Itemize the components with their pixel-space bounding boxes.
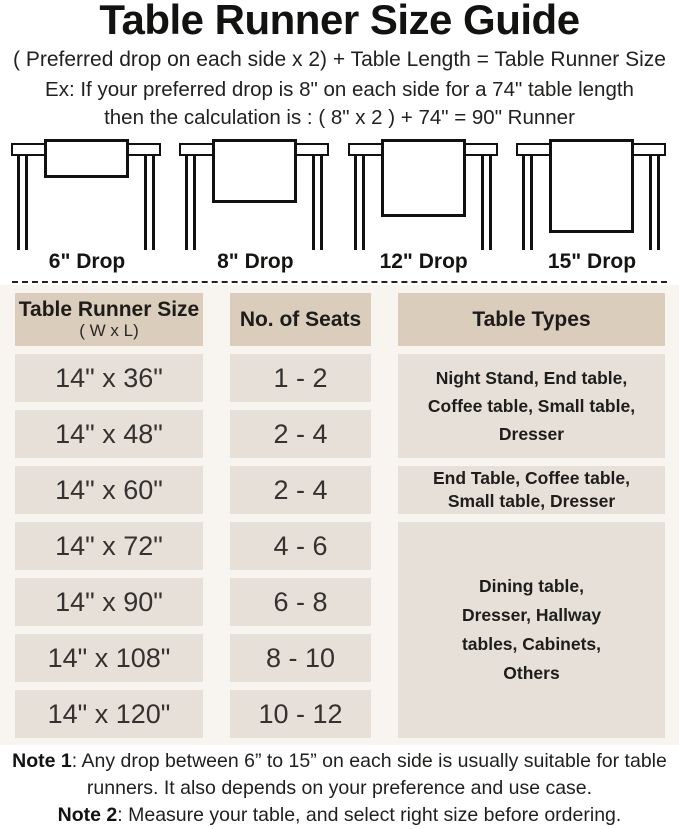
seats-cell: 2 - 4 (230, 466, 371, 514)
drop-label-8: 8" Drop (217, 250, 294, 273)
seats-cell: 2 - 4 (230, 410, 371, 458)
size-cell: 14" x 120" (15, 690, 203, 738)
table-leg (648, 147, 660, 250)
header-runner-size-title: Table Runner Size (18, 298, 200, 321)
example-line-1: Ex: If your preferred drop is 8" on each… (45, 78, 634, 101)
size-cell: 14" x 36" (15, 354, 203, 402)
notes: Note 1: Any drop between 6” to 15” on ea… (0, 748, 679, 829)
table-leg (312, 147, 324, 250)
table-leg (353, 147, 365, 250)
table-leg (521, 147, 533, 250)
size-cell: 14" x 108" (15, 634, 203, 682)
note-2-label: Note 2 (57, 804, 118, 826)
size-cell: 14" x 72" (15, 522, 203, 570)
seats-cell: 4 - 6 (230, 522, 371, 570)
table-types-cell: End Table, Coffee table, Small table, Dr… (398, 466, 665, 514)
note-2-text: : Measure your table, and select right s… (117, 804, 622, 826)
table-leg (144, 147, 155, 250)
drop-labels-row: 6" Drop 8" Drop 12" Drop 15" Drop (0, 250, 679, 274)
size-table-header-row: Table Runner Size ( W x L) No. of Seats … (15, 293, 665, 346)
runner-shape (380, 139, 466, 217)
page-title: Table Runner Size Guide (99, 0, 580, 43)
size-cell: 14" x 48" (15, 410, 203, 458)
note-1-label: Note 1 (12, 750, 72, 772)
table-leg (480, 147, 492, 250)
header-seats: No. of Seats (230, 293, 371, 346)
drop-label-6: 6" Drop (48, 250, 126, 273)
drop-label-12: 12" Drop (379, 250, 468, 273)
table-illustration-8-drop (173, 139, 337, 251)
table-illustration-12-drop (342, 139, 506, 251)
formula-text: ( Preferred drop on each side x 2) + Tab… (13, 48, 666, 71)
runner-shape (548, 139, 634, 233)
size-table-section: Table Runner Size ( W x L) No. of Seats … (0, 285, 679, 745)
size-cell: 14" x 90" (15, 578, 203, 626)
note-1-text: : Any drop between 6” to 15” on each sid… (71, 750, 667, 799)
header-runner-size-sub: ( W x L) (79, 321, 139, 340)
table-illustration-6-drop (5, 139, 169, 251)
table-types-cell: Dining table, Dresser, Hallway tables, C… (398, 522, 665, 738)
table-leg (185, 147, 197, 250)
note-1: Note 1: Any drop between 6” to 15” on ea… (0, 748, 679, 802)
note-2: Note 2: Measure your table, and select r… (0, 802, 679, 829)
example-line-2: then the calculation is : ( 8" x 2 ) + 7… (104, 106, 575, 129)
header-table-types: Table Types (398, 293, 665, 346)
seats-cell: 8 - 10 (230, 634, 371, 682)
header-runner-size: Table Runner Size ( W x L) (15, 293, 203, 346)
table-types-cell: Night Stand, End table, Coffee table, Sm… (398, 354, 665, 458)
drop-illustrations-row (0, 139, 679, 251)
size-cell: 14" x 60" (15, 466, 203, 514)
seats-cell: 1 - 2 (230, 354, 371, 402)
seats-cell: 10 - 12 (230, 690, 371, 738)
table-illustration-15-drop (510, 139, 674, 251)
table-leg (17, 147, 28, 250)
size-table-body: 14" x 36" 1 - 2 Night Stand, End table, … (15, 354, 665, 738)
drop-label-15: 15" Drop (547, 250, 637, 273)
dashed-divider (12, 281, 667, 283)
runner-shape (44, 139, 129, 178)
seats-cell: 6 - 8 (230, 578, 371, 626)
runner-shape (212, 139, 298, 203)
